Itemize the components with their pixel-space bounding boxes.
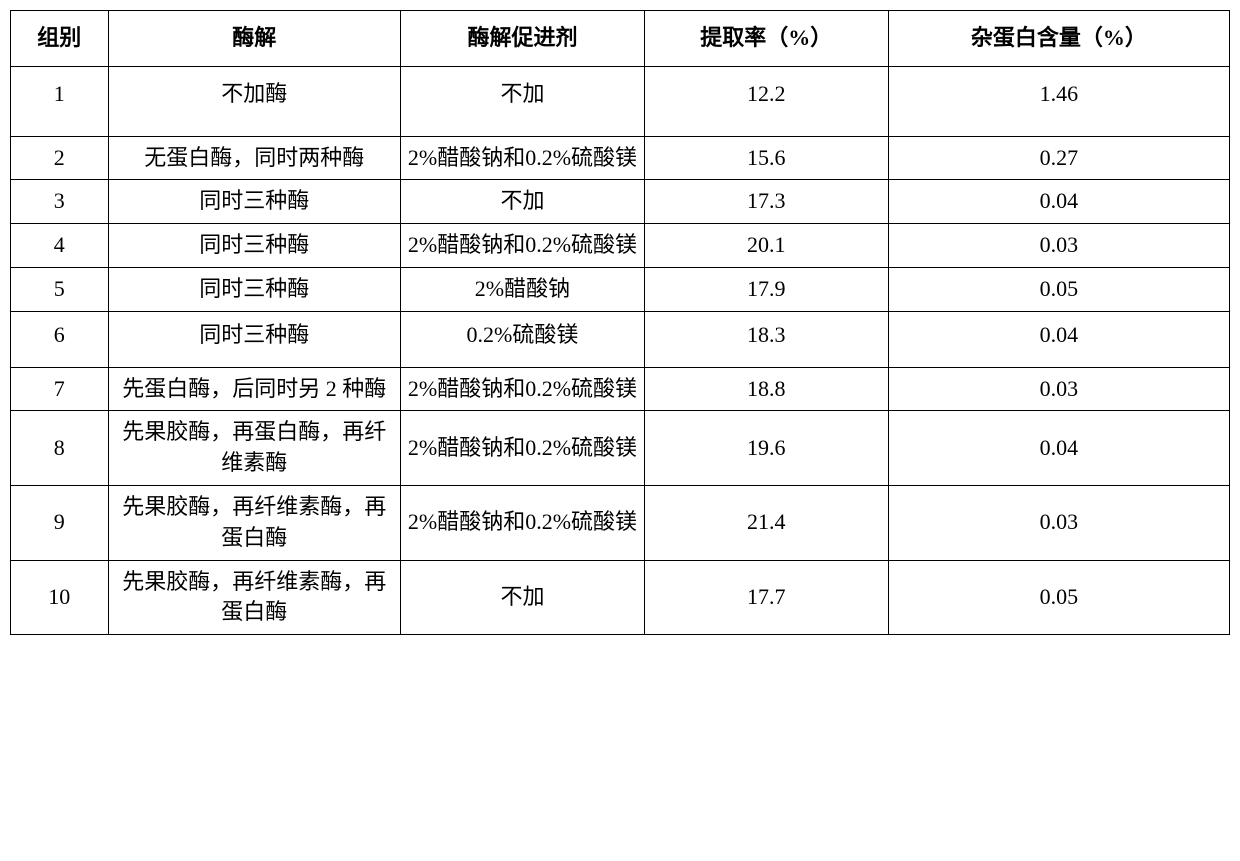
cell-extraction: 21.4: [644, 485, 888, 560]
cell-group-id: 1: [11, 66, 109, 136]
cell-group-id: 10: [11, 560, 109, 635]
table-body: 1不加酶不加12.21.462无蛋白酶，同时两种酶2%醋酸钠和0.2%硫酸镁15…: [11, 66, 1230, 634]
cell-extraction: 17.7: [644, 560, 888, 635]
header-group-id: 组别: [11, 11, 109, 67]
cell-enzyme: 无蛋白酶，同时两种酶: [108, 136, 401, 180]
table-row: 4同时三种酶2%醋酸钠和0.2%硫酸镁20.10.03: [11, 224, 1230, 268]
cell-group-id: 6: [11, 311, 109, 367]
cell-promoter: 2%醋酸钠和0.2%硫酸镁: [401, 367, 645, 411]
cell-promoter: 不加: [401, 560, 645, 635]
cell-protein: 0.03: [888, 224, 1229, 268]
cell-enzyme: 同时三种酶: [108, 224, 401, 268]
table-row: 5同时三种酶2%醋酸钠17.90.05: [11, 267, 1230, 311]
cell-promoter: 0.2%硫酸镁: [401, 311, 645, 367]
cell-group-id: 4: [11, 224, 109, 268]
cell-enzyme: 先蛋白酶，后同时另 2 种酶: [108, 367, 401, 411]
cell-enzyme: 先果胶酶，再纤维素酶，再蛋白酶: [108, 485, 401, 560]
cell-group-id: 2: [11, 136, 109, 180]
cell-group-id: 9: [11, 485, 109, 560]
cell-group-id: 3: [11, 180, 109, 224]
cell-promoter: 2%醋酸钠和0.2%硫酸镁: [401, 136, 645, 180]
cell-protein: 0.05: [888, 267, 1229, 311]
cell-extraction: 15.6: [644, 136, 888, 180]
header-extraction: 提取率（%）: [644, 11, 888, 67]
cell-group-id: 5: [11, 267, 109, 311]
cell-extraction: 18.8: [644, 367, 888, 411]
table-row: 6同时三种酶0.2%硫酸镁18.30.04: [11, 311, 1230, 367]
cell-protein: 1.46: [888, 66, 1229, 136]
header-promoter: 酶解促进剂: [401, 11, 645, 67]
cell-promoter: 不加: [401, 180, 645, 224]
cell-extraction: 18.3: [644, 311, 888, 367]
header-enzyme: 酶解: [108, 11, 401, 67]
data-table: 组别 酶解 酶解促进剂 提取率（%） 杂蛋白含量（%） 1不加酶不加12.21.…: [10, 10, 1230, 635]
table-header-row: 组别 酶解 酶解促进剂 提取率（%） 杂蛋白含量（%）: [11, 11, 1230, 67]
cell-promoter: 不加: [401, 66, 645, 136]
cell-promoter: 2%醋酸钠和0.2%硫酸镁: [401, 224, 645, 268]
table-row: 3同时三种酶不加17.30.04: [11, 180, 1230, 224]
table-row: 10先果胶酶，再纤维素酶，再蛋白酶不加17.70.05: [11, 560, 1230, 635]
cell-enzyme: 同时三种酶: [108, 311, 401, 367]
table-row: 2无蛋白酶，同时两种酶2%醋酸钠和0.2%硫酸镁15.60.27: [11, 136, 1230, 180]
cell-protein: 0.03: [888, 367, 1229, 411]
cell-extraction: 17.3: [644, 180, 888, 224]
cell-group-id: 8: [11, 411, 109, 486]
cell-extraction: 19.6: [644, 411, 888, 486]
cell-enzyme: 不加酶: [108, 66, 401, 136]
cell-protein: 0.03: [888, 485, 1229, 560]
cell-enzyme: 同时三种酶: [108, 267, 401, 311]
cell-extraction: 12.2: [644, 66, 888, 136]
cell-protein: 0.05: [888, 560, 1229, 635]
cell-protein: 0.04: [888, 411, 1229, 486]
header-protein: 杂蛋白含量（%）: [888, 11, 1229, 67]
cell-protein: 0.04: [888, 311, 1229, 367]
cell-protein: 0.27: [888, 136, 1229, 180]
table-row: 9先果胶酶，再纤维素酶，再蛋白酶2%醋酸钠和0.2%硫酸镁21.40.03: [11, 485, 1230, 560]
cell-promoter: 2%醋酸钠: [401, 267, 645, 311]
table-row: 8先果胶酶，再蛋白酶，再纤维素酶2%醋酸钠和0.2%硫酸镁19.60.04: [11, 411, 1230, 486]
table-row: 7先蛋白酶，后同时另 2 种酶2%醋酸钠和0.2%硫酸镁18.80.03: [11, 367, 1230, 411]
cell-promoter: 2%醋酸钠和0.2%硫酸镁: [401, 485, 645, 560]
cell-promoter: 2%醋酸钠和0.2%硫酸镁: [401, 411, 645, 486]
cell-enzyme: 先果胶酶，再纤维素酶，再蛋白酶: [108, 560, 401, 635]
cell-enzyme: 先果胶酶，再蛋白酶，再纤维素酶: [108, 411, 401, 486]
cell-protein: 0.04: [888, 180, 1229, 224]
cell-extraction: 20.1: [644, 224, 888, 268]
table-row: 1不加酶不加12.21.46: [11, 66, 1230, 136]
cell-enzyme: 同时三种酶: [108, 180, 401, 224]
cell-extraction: 17.9: [644, 267, 888, 311]
cell-group-id: 7: [11, 367, 109, 411]
